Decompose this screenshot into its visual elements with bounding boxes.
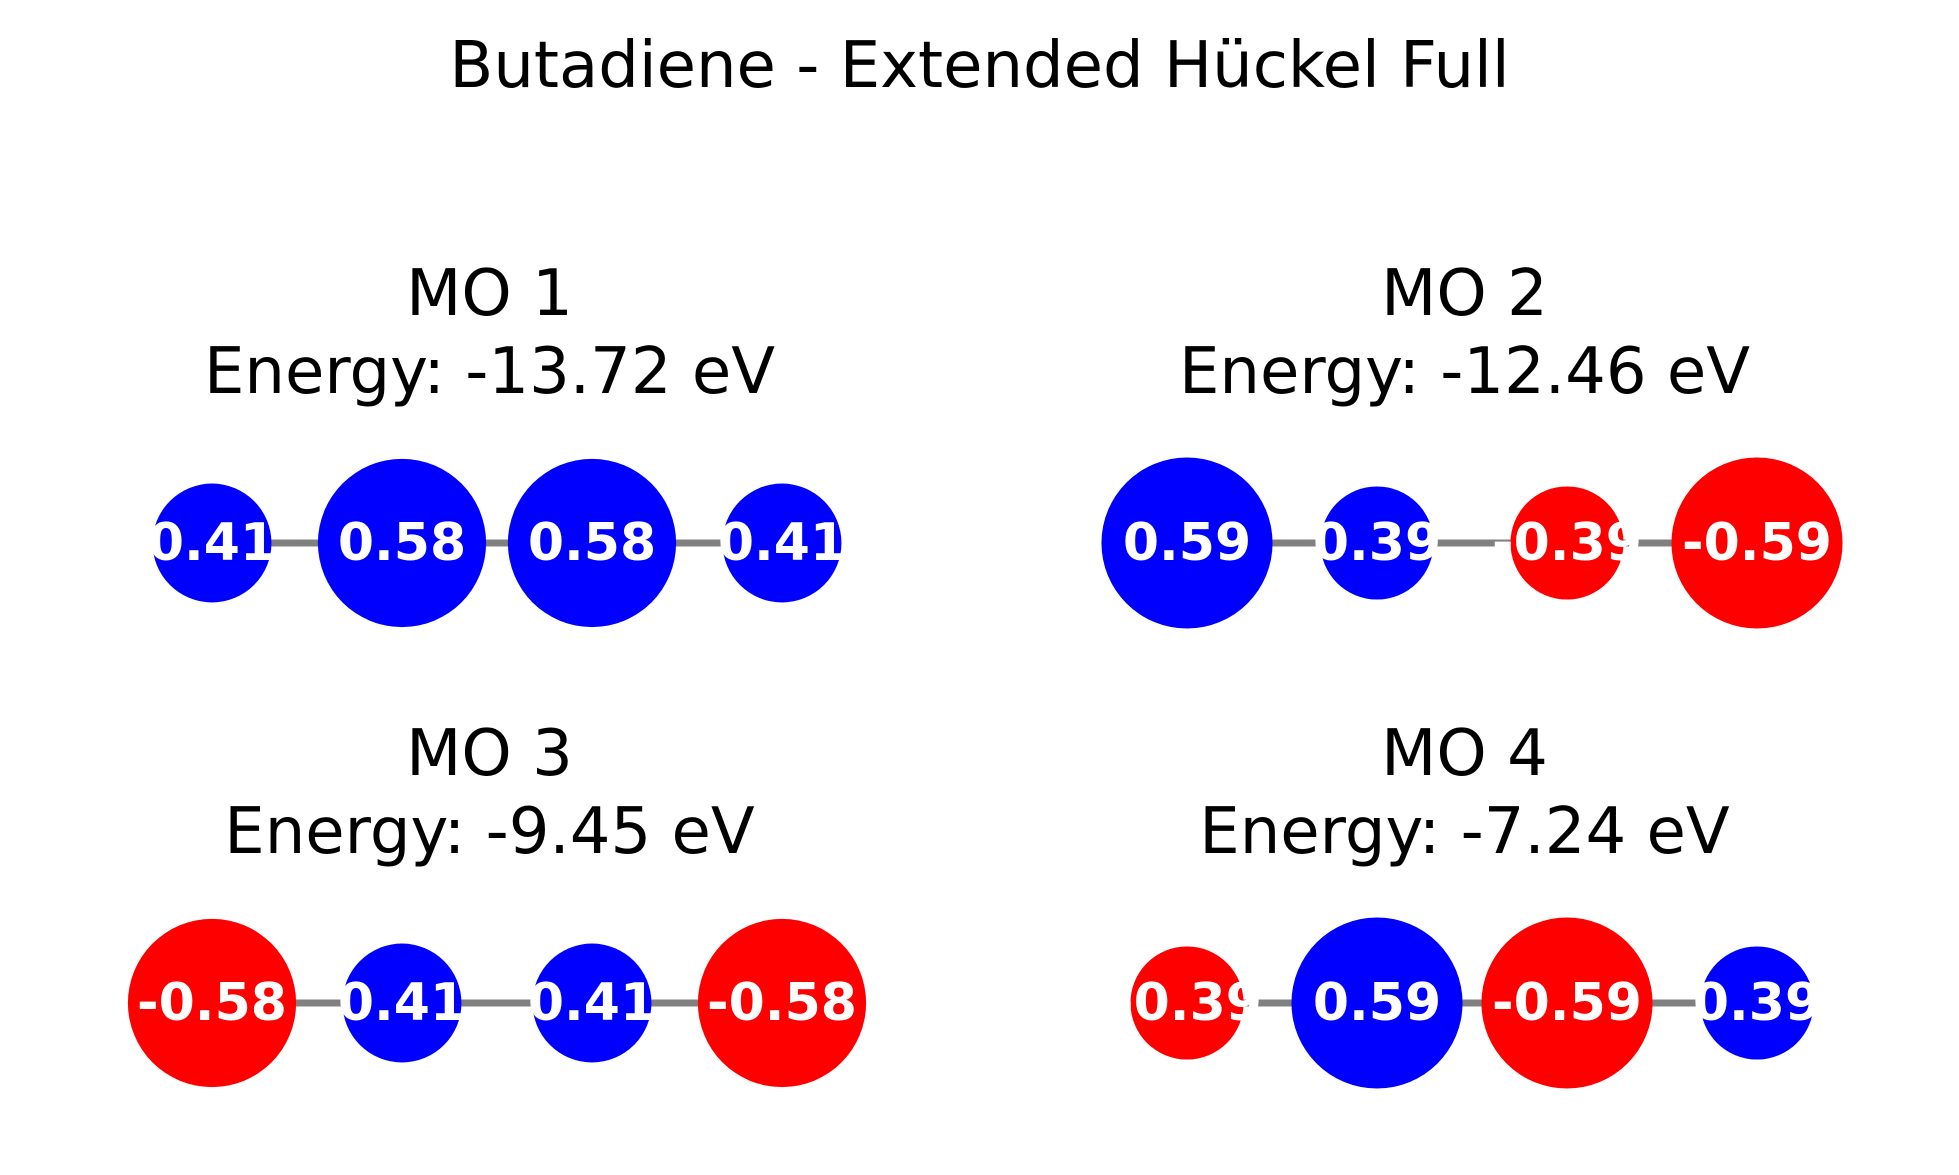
orbital-lobe [697, 918, 867, 1088]
orbital-panel-mo2: MO 2 Energy: -12.46 eV 0.59 0.39 -0.39 -0.5… [975, 255, 1954, 715]
orbital-lobe [152, 483, 272, 603]
orbital-diagram: 0.41 0.58 0.58 0.41 [148, 458, 846, 628]
coefficient-label: -0.58 [137, 973, 287, 1033]
orbital-diagram: -0.58 0.41 0.41 -0.58 [127, 918, 867, 1088]
orbital-lobe [722, 483, 842, 603]
orbital-lobe [507, 458, 677, 628]
orbital-energy: Energy: -9.45 eV [224, 795, 755, 869]
orbital-name: MO 1 [406, 257, 573, 331]
orbital-lobe [1130, 946, 1244, 1060]
orbital-title: MO 1 Energy: -13.72 eV [0, 255, 979, 411]
orbital-energy: Energy: -12.46 eV [1178, 335, 1751, 409]
coefficient-label: 0.59 [1313, 973, 1441, 1033]
coefficient-label: 0.41 [718, 513, 846, 573]
orbital-panel-mo3: MO 3 Energy: -9.45 eV -0.58 0.41 0.41 -0.58 [0, 715, 979, 1175]
orbital-title: MO 3 Energy: -9.45 eV [0, 715, 979, 871]
orbital-lobe [1101, 457, 1273, 629]
coefficient-label: -0.58 [707, 973, 857, 1033]
orbital-energy: Energy: -13.72 eV [203, 335, 776, 409]
coefficient-label: 0.39 [1693, 973, 1821, 1033]
orbital-lobe [1700, 946, 1814, 1060]
coefficient-label: -0.39 [1112, 973, 1262, 1033]
orbital-diagram: 0.59 0.39 -0.39 -0.59 [1101, 457, 1843, 629]
orbital-panel-mo4: MO 4 Energy: -7.24 eV -0.39 0.59 -0.59 0.39 [975, 715, 1954, 1175]
coefficient-label: 0.41 [148, 513, 276, 573]
orbital-title: MO 2 Energy: -12.46 eV [975, 255, 1954, 411]
orbital-name: MO 4 [1381, 717, 1548, 791]
orbital-title: MO 4 Energy: -7.24 eV [975, 715, 1954, 871]
orbital-lobe [1291, 917, 1463, 1089]
orbital-lobe [1320, 486, 1434, 600]
orbital-diagram: -0.39 0.59 -0.59 0.39 [1112, 917, 1821, 1089]
orbital-name: MO 3 [406, 717, 573, 791]
coefficient-label: 0.39 [1313, 513, 1441, 573]
coefficient-label: 0.41 [338, 973, 466, 1033]
orbital-name: MO 2 [1381, 257, 1548, 331]
coefficient-label: -0.39 [1492, 513, 1642, 573]
orbital-lobe [532, 943, 652, 1063]
coefficient-label: 0.41 [528, 973, 656, 1033]
orbital-lobe [1510, 486, 1624, 600]
orbital-energy: Energy: -7.24 eV [1199, 795, 1730, 869]
coefficient-label: 0.59 [1123, 513, 1251, 573]
figure-title: Butadiene - Extended Hückel Full [449, 29, 1510, 103]
coefficient-label: -0.59 [1682, 513, 1832, 573]
orbital-lobe [1481, 917, 1653, 1089]
orbital-lobe [127, 918, 297, 1088]
coefficient-label: -0.59 [1492, 973, 1642, 1033]
coefficient-label: 0.58 [338, 513, 466, 573]
coefficient-label: 0.58 [528, 513, 656, 573]
orbital-lobe [317, 458, 487, 628]
orbital-panel-mo1: MO 1 Energy: -13.72 eV 0.41 0.58 0.58 0.41 [0, 255, 979, 715]
orbital-lobe [342, 943, 462, 1063]
orbital-lobe [1671, 457, 1843, 629]
